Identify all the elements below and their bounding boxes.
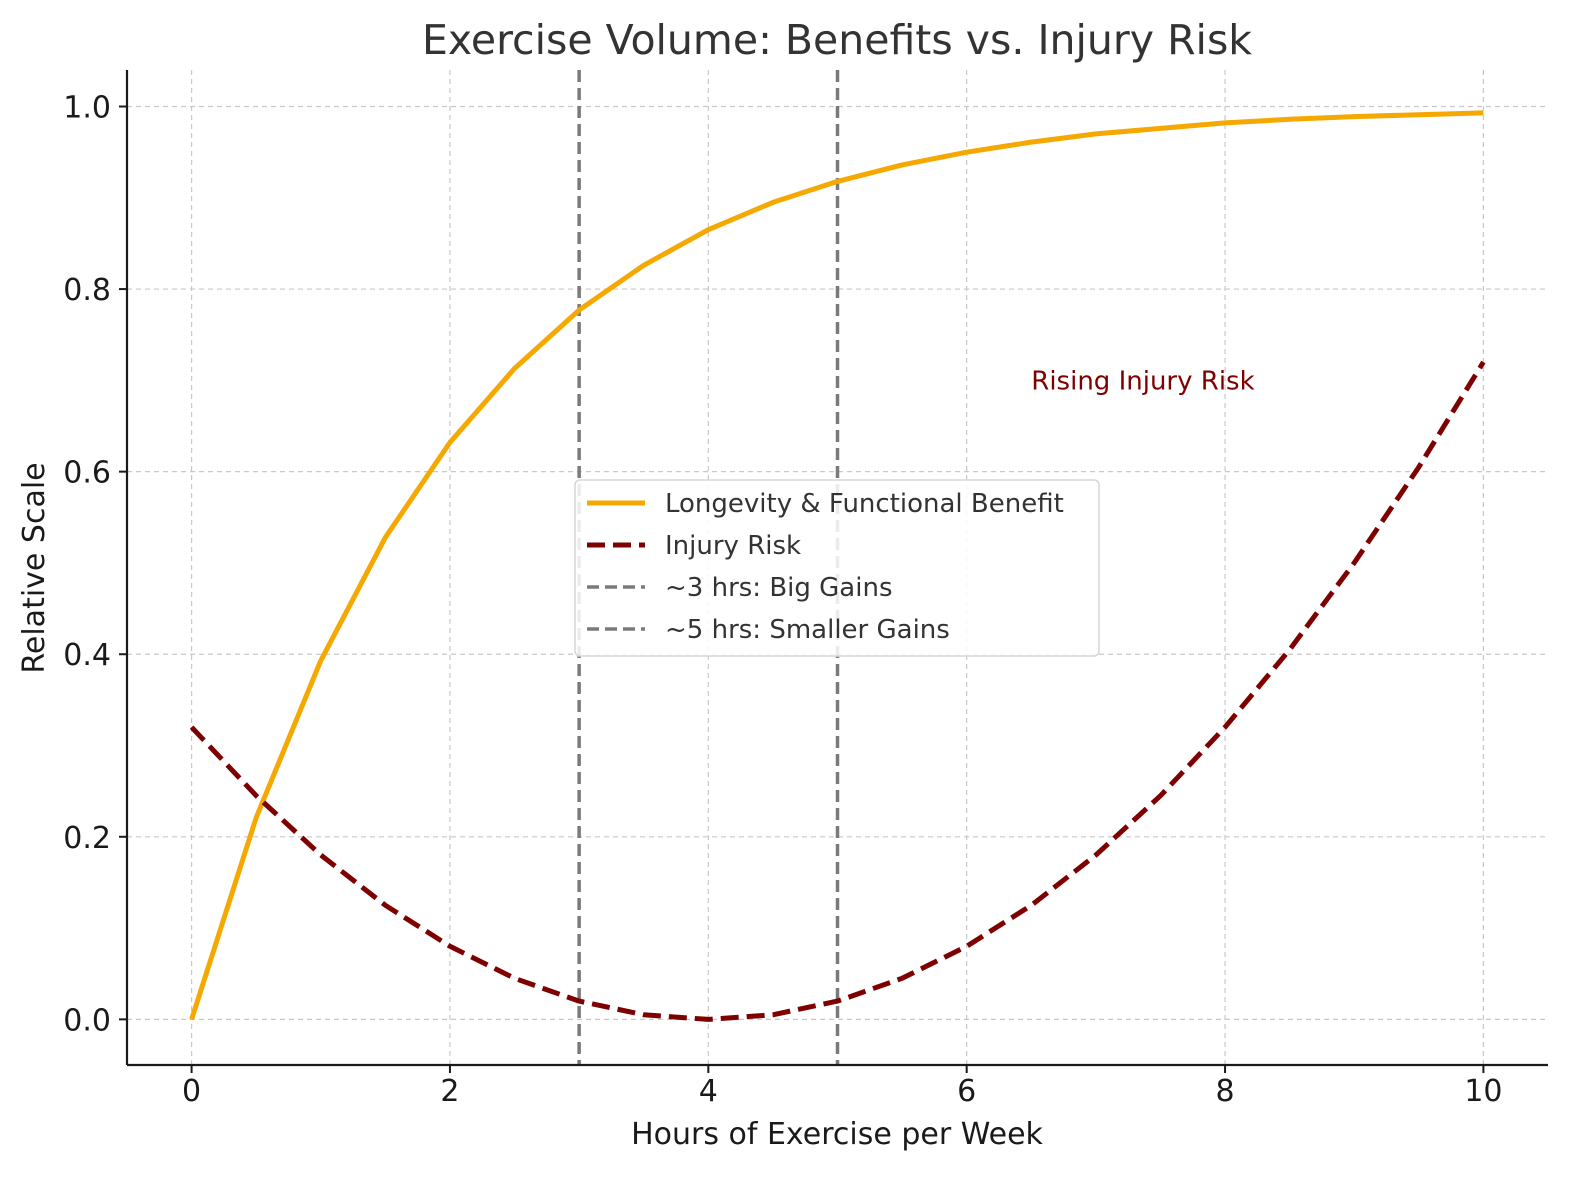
legend-label: ~3 hrs: Big Gains xyxy=(665,573,893,603)
annotations: Rising Injury Risk xyxy=(1031,366,1254,396)
x-tick-label: 2 xyxy=(440,1074,459,1109)
x-tick-label: 6 xyxy=(957,1074,976,1109)
y-tick-label: 0.2 xyxy=(63,821,111,856)
legend-label: Longevity & Functional Benefit xyxy=(665,489,1064,519)
y-tick-label: 0.4 xyxy=(63,638,111,673)
x-axis-ticks: 0 2 4 6 8 10 xyxy=(182,1065,1503,1109)
series-line xyxy=(189,360,1486,1022)
legend: Longevity & Functional Benefit Injury Ris… xyxy=(574,479,1100,657)
y-tick-label: 1.0 xyxy=(63,91,111,126)
chart-title: Exercise Volume: Benefits vs. Injury Ris… xyxy=(422,16,1252,64)
x-tick-label: 0 xyxy=(182,1074,201,1109)
y-axis-label: Relative Scale xyxy=(17,462,52,673)
y-tick-label: 0.8 xyxy=(63,273,111,308)
grid xyxy=(127,70,1548,1065)
y-tick-label: 0.0 xyxy=(63,1003,111,1038)
legend-label: Injury Risk xyxy=(665,531,801,561)
series-line xyxy=(189,110,1484,1021)
legend-label: ~5 hrs: Smaller Gains xyxy=(665,615,950,645)
axes xyxy=(125,70,1548,1067)
y-tick-label: 0.6 xyxy=(63,456,111,491)
annotation-text: Rising Injury Risk xyxy=(1031,366,1254,396)
x-tick-label: 10 xyxy=(1464,1074,1502,1109)
data-series xyxy=(189,110,1486,1022)
x-tick-label: 8 xyxy=(1215,1074,1234,1109)
x-axis-label: Hours of Exercise per Week xyxy=(631,1117,1043,1152)
y-axis-ticks: 0.0 0.2 0.4 0.6 0.8 1.0 xyxy=(63,91,127,1038)
x-tick-label: 4 xyxy=(699,1074,718,1109)
legend-box xyxy=(574,479,1100,657)
